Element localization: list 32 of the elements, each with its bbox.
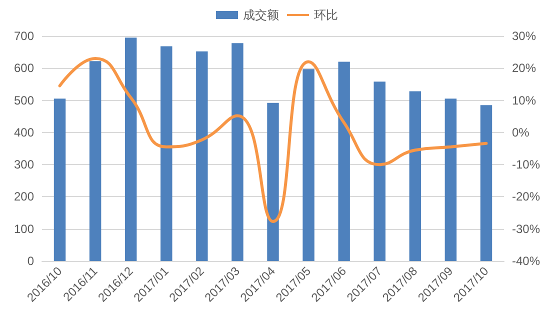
bar [89, 61, 102, 261]
bar [444, 98, 457, 261]
y-tick-label: 500 [14, 93, 34, 108]
bar [160, 46, 172, 261]
line-series [58, 57, 488, 223]
y2-tick-label: 0% [512, 125, 530, 140]
y-tick-label: 200 [14, 190, 34, 204]
y-tick-label: 700 [14, 29, 34, 43]
bar [409, 91, 422, 261]
y2-tick-label: 30% [512, 29, 536, 43]
y-tick-label: 100 [14, 222, 34, 236]
legend-label: 成交额 [243, 8, 279, 22]
bar [124, 38, 137, 261]
bar [374, 82, 386, 261]
y2-tick-label: -30% [512, 222, 540, 236]
y2-tick-label: 20% [512, 61, 536, 76]
y2-tick-label: 10% [512, 93, 536, 108]
legend-label: 环比 [314, 8, 338, 22]
y2-tick-label: -10% [512, 158, 540, 172]
bar [196, 51, 208, 261]
bar [480, 105, 492, 261]
bar [302, 69, 314, 261]
bar [338, 62, 350, 261]
bar [267, 102, 279, 261]
y-tick-label: 0 [27, 254, 34, 268]
y-tick-label: 600 [14, 61, 34, 76]
y2-tick-label: -40% [512, 254, 540, 268]
y-tick-label: 300 [14, 158, 34, 172]
y2-tick-label: -20% [512, 190, 540, 204]
y-tick-label: 400 [14, 125, 34, 140]
bar [232, 43, 244, 261]
bar [54, 98, 66, 261]
